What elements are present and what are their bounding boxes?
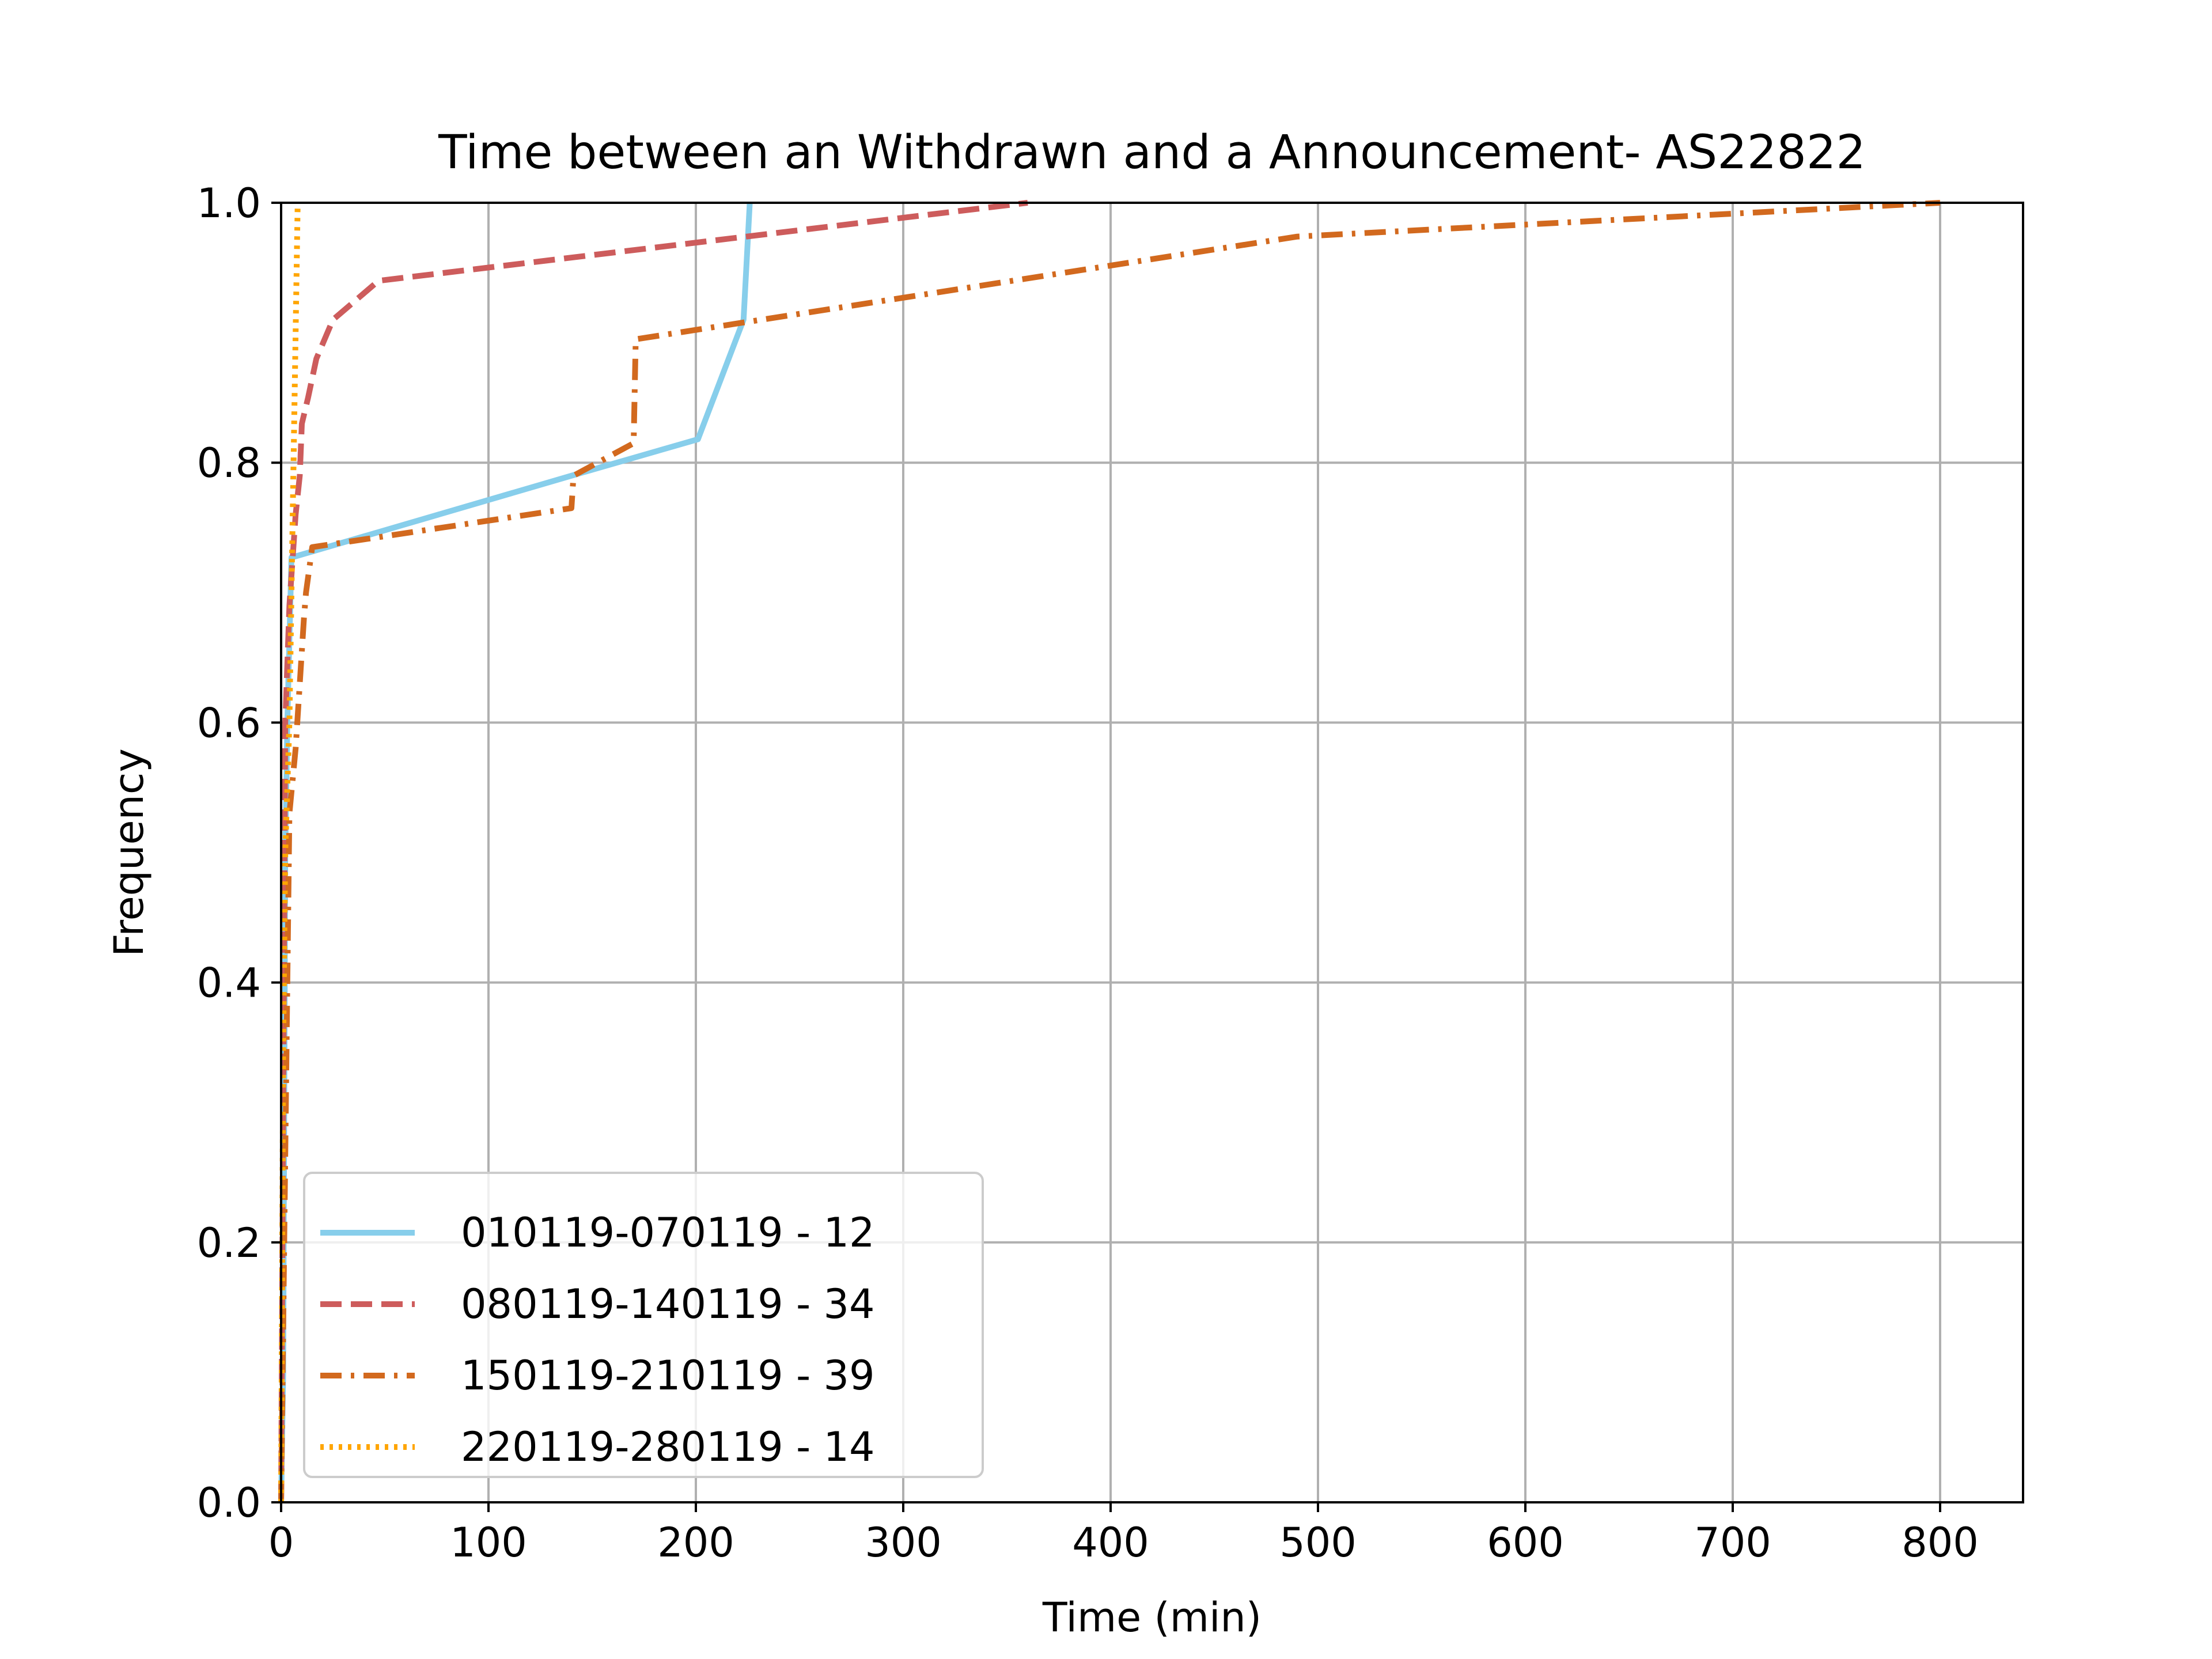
series-line-3 xyxy=(278,200,1941,1503)
axes-frame xyxy=(280,202,2024,1503)
x-tick-label: 200 xyxy=(657,1519,734,1566)
x-tick-label: 300 xyxy=(865,1519,942,1566)
x-tick-label: 600 xyxy=(1487,1519,1564,1566)
y-tick-label: 0.2 xyxy=(197,1219,261,1267)
y-tick-label: 0.8 xyxy=(197,440,261,487)
x-tick-label: 700 xyxy=(1694,1519,1771,1566)
legend-label-1: 010119-070119 - 12 xyxy=(461,1209,875,1256)
y-axis-label: Frequency xyxy=(105,748,153,957)
x-tick-label: 800 xyxy=(1902,1519,1979,1566)
x-axis-label: Time (min) xyxy=(1042,1594,1262,1641)
legend-label-3: 150119-210119 - 39 xyxy=(461,1352,875,1399)
legend-label-4: 220119-280119 - 14 xyxy=(461,1423,875,1471)
y-tick-label: 0.0 xyxy=(197,1479,261,1527)
y-tick-label: 0.4 xyxy=(197,960,261,1007)
y-tick-label: 1.0 xyxy=(197,180,261,227)
y-tick-label: 0.6 xyxy=(197,699,261,747)
x-tick-label: 0 xyxy=(268,1519,294,1566)
x-tick-label: 500 xyxy=(1279,1519,1357,1566)
legend-box xyxy=(303,1172,984,1478)
chart-title: Time between an Withdrawn and a Announce… xyxy=(438,126,1866,180)
legend: 010119-070119 - 12 080119-140119 - 34 1501… xyxy=(303,1172,984,1478)
x-tick-label: 100 xyxy=(450,1519,527,1566)
ticks: 0 100 200 300 400 500 600 700 800 0.0 0.2 0.4 0.6 0.8… xyxy=(197,180,1979,1566)
x-tick-label: 400 xyxy=(1072,1519,1149,1566)
series-lines xyxy=(278,200,1941,1503)
legend-label-2: 080119-140119 - 34 xyxy=(461,1281,875,1328)
series-line-2 xyxy=(278,200,1028,1503)
